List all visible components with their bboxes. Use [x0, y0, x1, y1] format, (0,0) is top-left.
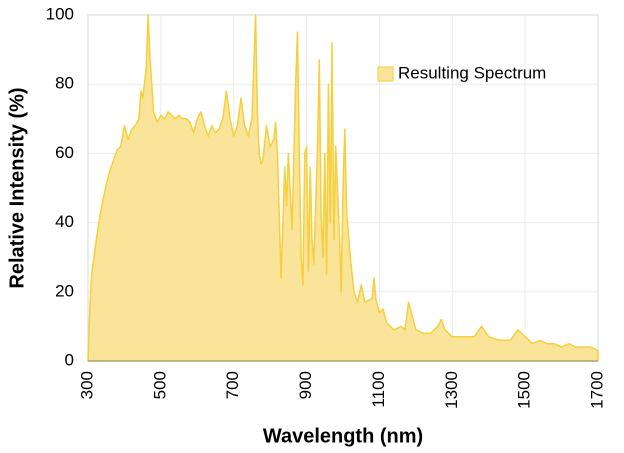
- y-tick-label: 100: [46, 4, 74, 23]
- y-tick-label: 20: [55, 281, 74, 300]
- y-tick-label: 40: [55, 212, 74, 231]
- x-tick-label: 1700: [587, 371, 606, 409]
- x-tick-label: 700: [223, 371, 242, 399]
- x-tick-label: 1300: [442, 371, 461, 409]
- y-tick-label: 80: [55, 74, 74, 93]
- area: [87, 14, 599, 362]
- y-axis-title: Relative Intensity (%): [6, 87, 28, 288]
- legend-swatch: [377, 66, 394, 82]
- x-tick-label: 300: [77, 371, 96, 399]
- legend-label: Resulting Spectrum: [398, 63, 546, 82]
- y-tick-label: 60: [55, 143, 74, 162]
- x-tick-label: 900: [296, 371, 315, 399]
- x-tick-label: 1500: [515, 371, 534, 409]
- x-tick-label: 500: [150, 371, 169, 399]
- x-axis-title: Wavelength (nm): [263, 425, 423, 447]
- x-tick-label: 1100: [369, 371, 388, 408]
- y-tick-label: 0: [65, 350, 74, 369]
